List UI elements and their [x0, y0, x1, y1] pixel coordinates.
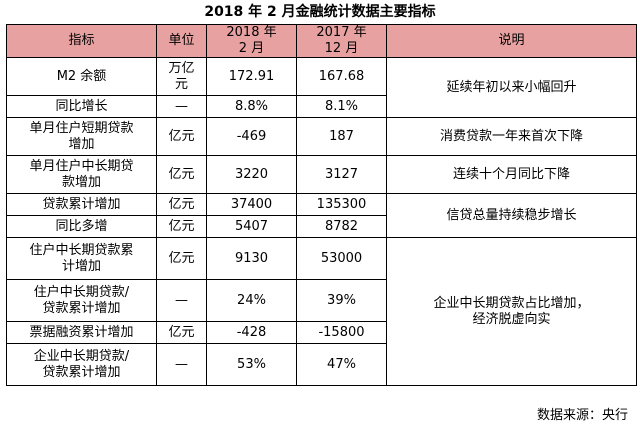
header-indicator: 指标 [6, 24, 157, 58]
value-2018-cell: 53% [206, 343, 297, 386]
value-2018-cell: 3220 [206, 155, 297, 194]
indicator-cell: M2 余额 [6, 57, 157, 96]
unit-cell: 亿元 [156, 117, 207, 156]
unit-cell: 亿元 [156, 155, 207, 194]
note-cell: 延续年初以来小幅回升 [386, 57, 637, 118]
note-cell: 信贷总量持续稳步增长 [386, 193, 637, 238]
indicator-cell: 单月住户短期贷款 增加 [6, 117, 157, 156]
indicator-cell: 同比多增 [6, 215, 157, 238]
unit-cell: — [156, 95, 207, 118]
value-2017-cell: 39% [296, 279, 387, 322]
unit-cell: 亿元 [156, 215, 207, 238]
value-2017-cell: 47% [296, 343, 387, 386]
value-2017-cell: 8782 [296, 215, 387, 238]
note-cell: 消费贷款一年来首次下降 [386, 117, 637, 156]
table-row: 住户中长期贷款/ 贷款累计增加 — 24% 39% [6, 279, 637, 322]
unit-cell: 亿元 [156, 193, 207, 216]
table-row: 贷款累计增加 亿元 37400 135300 信贷总量持续稳步增长 [6, 193, 637, 238]
indicator-cell: 同比增长 [6, 95, 157, 118]
indicator-cell: 单月住户中长期贷 款增加 [6, 155, 157, 194]
value-2018-cell: 172.91 [206, 57, 297, 96]
header-row: 指标 单位 2018 年 2 月 2017 年 12 月 说明 [6, 24, 637, 58]
value-2018-cell: 24% [206, 279, 297, 322]
table-row: 单月住户中长期贷 款增加 亿元 3220 3127 连续十个月同比下降 [6, 155, 637, 194]
page-title: 2018 年 2 月金融统计数据主要指标 [204, 4, 436, 20]
value-2018-cell: 9130 [206, 237, 297, 280]
value-2017-cell: 3127 [296, 155, 387, 194]
stats-table: 指标 单位 2018 年 2 月 2017 年 12 月 说明 M2 余额 万亿… [6, 24, 637, 386]
value-2018-cell: -428 [206, 321, 297, 344]
indicator-cell: 贷款累计增加 [6, 193, 157, 216]
value-2018-cell: 5407 [206, 215, 297, 238]
indicator-cell: 票据融资累计增加 [6, 321, 157, 344]
value-2017-cell: 8.1% [296, 95, 387, 118]
value-2017-cell: 187 [296, 117, 387, 156]
table-row: 单月住户短期贷款 增加 亿元 -469 187 消费贷款一年来首次下降 [6, 117, 637, 156]
unit-cell: — [156, 279, 207, 322]
table-row: M2 余额 万亿 元 172.91 167.68 延续年初以来小幅回升 [6, 57, 637, 118]
unit-cell: 亿元 [156, 237, 207, 280]
note-cell: 连续十个月同比下降 [386, 155, 637, 194]
table-row: 企业中长期贷款/ 贷款累计增加 — 53% 47% [6, 343, 637, 386]
unit-cell: 亿元 [156, 321, 207, 344]
indicator-cell: 企业中长期贷款/ 贷款累计增加 [6, 343, 157, 386]
table-row: 票据融资累计增加 亿元 -428 -15800 [6, 321, 637, 344]
value-2018-cell: 37400 [206, 193, 297, 216]
value-2018-cell: -469 [206, 117, 297, 156]
value-2018-cell: 8.8% [206, 95, 297, 118]
value-2017-cell: -15800 [296, 321, 387, 344]
data-source: 数据来源：央行 [536, 408, 628, 423]
value-2017-cell: 167.68 [296, 57, 387, 96]
indicator-cell: 住户中长期贷款/ 贷款累计增加 [6, 279, 157, 322]
note-cell: 企业中长期贷款占比增加， 经济脱虚向实 [386, 237, 637, 386]
value-2017-cell: 135300 [296, 193, 387, 216]
header-2018: 2018 年 2 月 [206, 24, 297, 58]
unit-cell: — [156, 343, 207, 386]
indicator-cell: 住户中长期贷款累 计增加 [6, 237, 157, 280]
value-2017-cell: 53000 [296, 237, 387, 280]
unit-cell: 万亿 元 [156, 57, 207, 96]
header-unit: 单位 [156, 24, 207, 58]
header-2017: 2017 年 12 月 [296, 24, 387, 58]
table-row: 住户中长期贷款累 计增加 亿元 9130 53000 企业中长期贷款占比增加， … [6, 237, 637, 386]
header-note: 说明 [386, 24, 637, 58]
